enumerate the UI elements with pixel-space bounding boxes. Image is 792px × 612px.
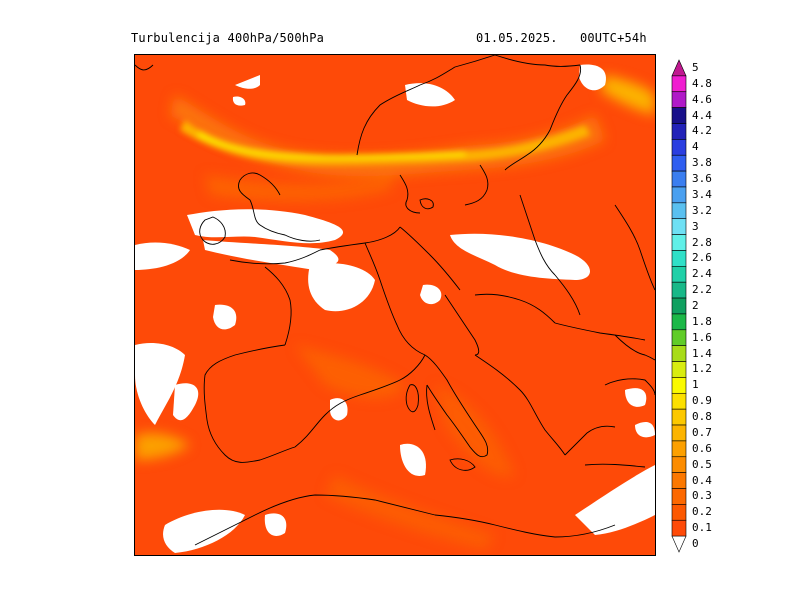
- legend-label: 1.8: [692, 314, 712, 328]
- legend-label: 0.5: [692, 457, 712, 471]
- legend-label: 2.2: [692, 283, 712, 297]
- legend-swatch: [671, 519, 687, 537]
- legend-swatch: [671, 424, 687, 442]
- legend-swatch: [671, 234, 687, 251]
- legend-label: 2.4: [692, 267, 712, 281]
- legend-label: 0.3: [692, 489, 712, 503]
- legend-swatch: [671, 313, 687, 331]
- legend-label: 0.6: [692, 441, 712, 455]
- legend-swatch: [671, 440, 687, 458]
- legend-label: 4.4: [692, 108, 712, 122]
- coastlines: [135, 55, 655, 546]
- legend-label: 1.6: [692, 330, 712, 344]
- legend-label: 5: [692, 60, 699, 74]
- legend-label: 0.7: [692, 425, 712, 439]
- legend-swatch: [671, 170, 687, 188]
- legend-swatch: [671, 75, 687, 93]
- legend-label: 0.8: [692, 410, 712, 424]
- legend-swatch: [671, 377, 687, 394]
- legend-label: 1.2: [692, 362, 712, 376]
- legend-swatch: [671, 107, 687, 124]
- legend-label: 2: [692, 299, 699, 312]
- legend-swatch: [671, 266, 687, 283]
- legend-swatch: [671, 361, 687, 378]
- legend-label: 3: [692, 219, 699, 233]
- legend-arrow-bottom: [671, 535, 687, 553]
- legend-swatch: [671, 139, 687, 156]
- legend-label: 0.1: [692, 521, 712, 535]
- legend-arrow-top: [671, 59, 687, 77]
- legend-swatch: [671, 488, 687, 505]
- chart-title: Turbulencija 400hPa/500hPa: [131, 31, 325, 45]
- legend-swatch: [671, 456, 687, 473]
- legend-label: 3.2: [692, 203, 712, 217]
- legend-swatch: [671, 392, 687, 410]
- legend-label: 3.4: [692, 187, 712, 201]
- legend-swatch: [671, 250, 687, 267]
- legend-label: 0.4: [692, 473, 712, 487]
- legend-swatch: [671, 91, 687, 108]
- legend-label: 4: [692, 140, 699, 154]
- legend-label: 2.6: [692, 251, 712, 265]
- legend-label: 1: [692, 378, 699, 392]
- zero-areas: [135, 64, 655, 553]
- legend-label: 2.8: [692, 235, 712, 249]
- legend-swatch: [671, 186, 687, 204]
- legend-swatch: [671, 329, 687, 346]
- legend-label: 1.4: [692, 346, 712, 360]
- legend-label: 4.6: [692, 92, 712, 106]
- legend-swatch: [671, 408, 687, 426]
- jet-band: [180, 120, 590, 165]
- legend-label: 0.9: [692, 394, 712, 408]
- legend-label: 3.6: [692, 172, 712, 186]
- legend-swatch: [671, 345, 687, 362]
- legend-swatch: [671, 123, 687, 140]
- valid-time-label: 01.05.2025. 00UTC+54h: [476, 31, 647, 45]
- turbulence-map: [134, 54, 656, 556]
- legend-swatch: [671, 281, 687, 299]
- legend-label: 0.2: [692, 505, 712, 519]
- legend-swatch: [671, 218, 687, 235]
- legend-swatch: [671, 297, 687, 315]
- legend-label: 4.2: [692, 124, 712, 138]
- legend-swatch: [671, 154, 687, 172]
- legend-swatch: [671, 504, 687, 521]
- legend-swatch: [671, 472, 687, 489]
- legend-label: 0: [692, 537, 699, 551]
- legend-label: 3.8: [692, 156, 712, 170]
- legend-swatch: [671, 202, 687, 220]
- legend-label: 4.8: [692, 76, 712, 90]
